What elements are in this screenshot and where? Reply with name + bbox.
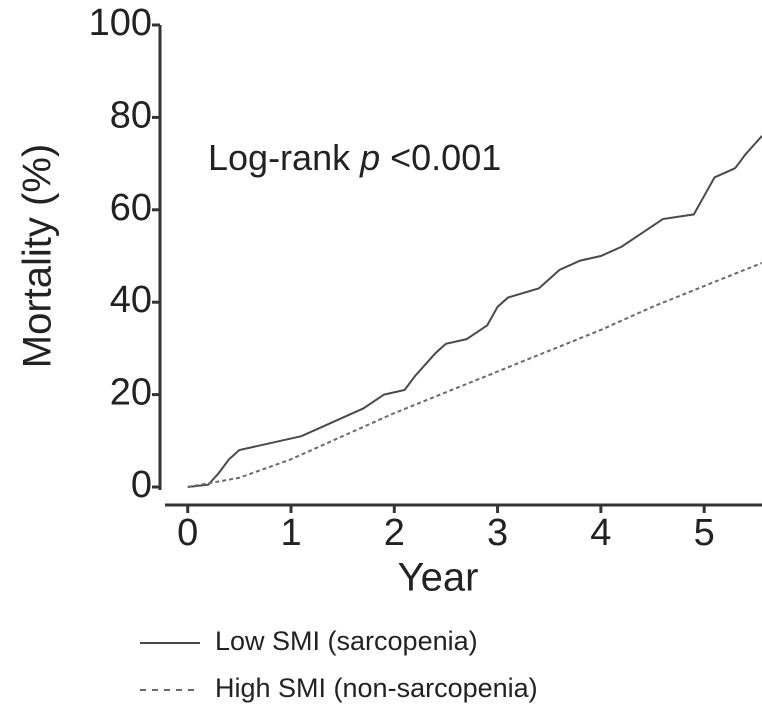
y-tick-label: 80	[110, 94, 152, 136]
annotation-text: p	[359, 137, 380, 178]
legend-label: Low SMI (sarcopenia)	[215, 626, 478, 656]
y-tick-label: 0	[131, 464, 152, 506]
series-line	[187, 135, 762, 488]
series-line	[187, 262, 762, 488]
y-tick-label: 60	[110, 187, 152, 229]
x-tick-label: 3	[487, 512, 508, 554]
x-tick-label: 1	[280, 512, 301, 554]
y-tick-label: 100	[89, 2, 152, 44]
annotation-text: Log-rank	[208, 137, 351, 178]
x-tick-label: 4	[590, 512, 611, 554]
x-axis-label: Year	[398, 556, 479, 600]
y-axis-label: Mortality (%)	[16, 144, 60, 368]
y-tick-label: 40	[110, 279, 152, 321]
x-tick-label: 2	[384, 512, 405, 554]
annotation-text: <0.001	[390, 137, 501, 178]
x-tick-label: 0	[177, 512, 198, 554]
y-tick-label: 20	[110, 372, 152, 414]
legend-label: High SMI (non-sarcopenia)	[215, 673, 538, 703]
x-tick-label: 5	[694, 512, 715, 554]
annotation: Log-rank p <0.001	[208, 137, 501, 178]
